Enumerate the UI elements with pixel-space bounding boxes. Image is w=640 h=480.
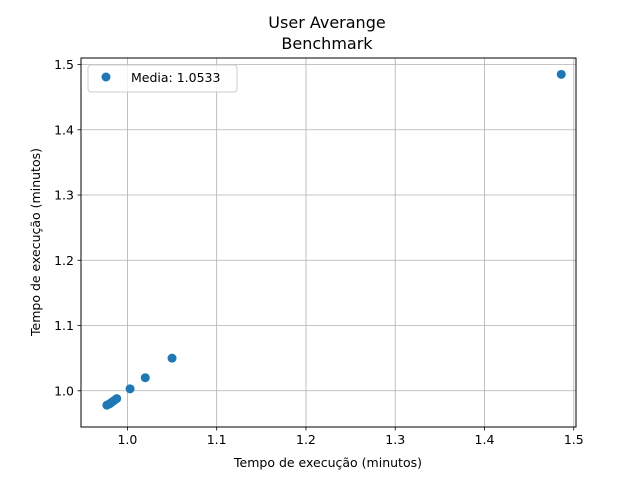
x-tick-label: 1.0 — [117, 432, 137, 447]
data-point — [167, 353, 177, 363]
data-points — [102, 69, 566, 410]
plot-area-frame — [80, 57, 577, 428]
y-tick-label: 1.3 — [54, 188, 74, 203]
data-point — [140, 373, 150, 383]
data-point — [556, 69, 566, 79]
legend-label: Media: 1.0533 — [131, 70, 220, 85]
x-tick-label: 1.2 — [296, 432, 316, 447]
y-axis-label: Tempo de execução (minutos) — [28, 148, 43, 337]
y-tick-label: 1.5 — [54, 57, 74, 72]
x-tick-label: 1.1 — [207, 432, 227, 447]
data-point — [112, 394, 122, 404]
y-tick-label: 1.1 — [54, 318, 74, 333]
x-axis-ticks: 1.0 1.1 1.2 1.3 1.4 1.5 — [117, 427, 584, 447]
legend-box — [87, 64, 238, 93]
chart-title-line-1: User Averange — [268, 13, 385, 32]
y-tick-label: 1.4 — [54, 122, 74, 137]
x-tick-label: 1.3 — [385, 432, 405, 447]
grid-lines — [81, 58, 576, 427]
y-tick-label: 1.0 — [54, 383, 74, 398]
chart-title-line-2: Benchmark — [281, 34, 373, 53]
legend-marker-icon — [101, 72, 111, 82]
legend: Media: 1.0533 — [87, 64, 238, 93]
data-point — [125, 384, 135, 394]
x-tick-label: 1.4 — [475, 432, 495, 447]
x-tick-label: 1.5 — [564, 432, 584, 447]
x-axis-label: Tempo de execução (minutos) — [233, 455, 422, 470]
y-tick-label: 1.2 — [54, 253, 74, 268]
y-axis-ticks: 1.0 1.1 1.2 1.3 1.4 1.5 — [54, 57, 81, 398]
